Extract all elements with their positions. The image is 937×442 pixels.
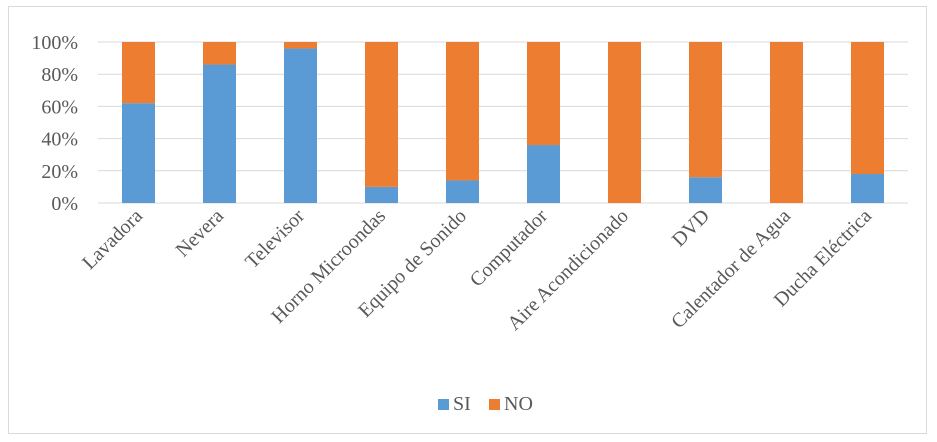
bar-si [203,64,236,203]
x-tick-label: Televisor [241,205,309,273]
bar-no [122,42,155,104]
bar-si [851,174,884,203]
y-tick-label: 20% [41,161,78,183]
y-tick-label: 60% [41,96,78,118]
legend-label-si: SI [453,393,471,415]
bar-no [689,42,722,178]
bar-no [284,42,317,49]
bar-si [122,103,155,203]
bar-si [689,177,722,203]
bar-si [365,186,398,203]
bar-no [203,42,236,65]
legend-swatch-no [489,399,500,410]
y-tick-label: 80% [41,64,78,86]
legend-label-no: NO [504,393,533,415]
legend-swatch-si [438,399,449,410]
bar-si [527,145,560,203]
x-tick-label: DVD [668,205,714,251]
bar-no [365,42,398,187]
bar-no [446,42,479,181]
bar-no [851,42,884,175]
x-tick-label: Lavadora [78,205,147,274]
x-tick-label: Computador [466,205,553,292]
y-tick-label: 40% [41,129,78,151]
bar-si [284,48,317,203]
bar-no [527,42,560,146]
x-tick-label: Nevera [172,205,228,261]
bar-no [608,42,641,203]
y-tick-label: 0% [51,193,78,215]
bar-si [446,180,479,203]
bar-no [770,42,803,203]
y-tick-label: 100% [31,32,78,54]
